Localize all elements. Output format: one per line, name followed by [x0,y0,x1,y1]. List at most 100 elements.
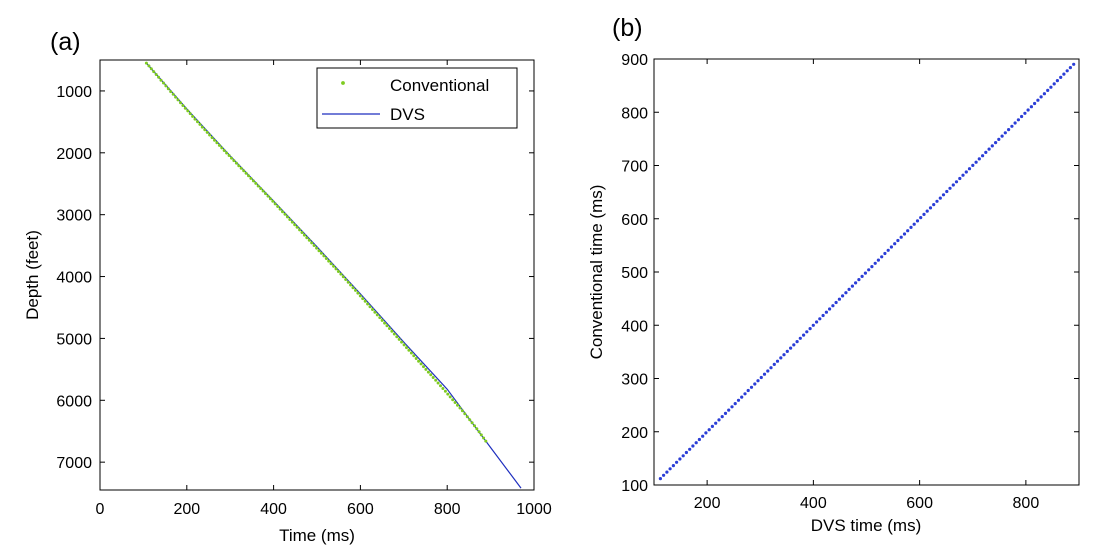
data-point [1033,101,1037,106]
data-point [1026,108,1030,112]
data-point [958,176,962,181]
data-point [1000,134,1004,138]
y-tick-label: 400 [621,318,648,335]
data-point [915,219,920,223]
data-point-conventional [242,169,246,173]
data-point-conventional [232,159,236,163]
data-point [1052,82,1056,86]
data-point-conventional [239,166,243,170]
data-point [860,274,864,278]
data-point [880,255,884,259]
data-point [782,353,786,357]
y-tick-label: 900 [621,52,648,69]
data-point-conventional [475,427,479,431]
data-point [704,431,708,435]
data-point-conventional [405,346,408,350]
data-point-conventional [159,78,163,82]
data-point-conventional [281,210,284,214]
data-point-conventional [334,267,338,271]
data-point-conventional [315,246,319,250]
data-point-conventional [259,187,263,190]
data-point [808,327,812,331]
data-point-conventional [451,398,455,402]
data-point-conventional [380,318,384,322]
y-tick-label: 1000 [56,84,92,101]
data-point [701,434,705,438]
data-point-conventional [436,381,440,385]
data-point [857,278,861,282]
data-point [967,167,972,171]
data-point-conventional [244,171,248,175]
data-point-conventional [346,280,350,284]
data-point-conventional [336,270,340,273]
data-point-conventional [439,384,442,388]
data-point-conventional [220,146,224,150]
data-point [710,424,715,428]
x-tick-label: 200 [173,501,200,518]
data-point [789,346,793,350]
data-point-conventional [222,149,226,152]
data-point-conventional [237,164,241,168]
data-point [1055,79,1059,83]
data-point [1039,95,1043,99]
data-point-conventional [373,310,377,314]
data-point [821,313,825,318]
chart-a: (a) 0 200 400 600 800 1000 1000 2000 3000 4000 50… [23,28,552,545]
data-point-conventional [166,87,170,91]
data-point-conventional [317,249,321,253]
data-point [847,287,851,291]
data-point-conventional [463,412,467,416]
data-point [1007,128,1011,132]
data-point [909,225,913,229]
data-point-conventional [412,354,416,358]
data-point [961,173,965,177]
data-point-conventional [477,430,481,434]
y-tick-label: 7000 [56,455,92,472]
data-point [802,333,806,337]
data-point [997,137,1001,141]
data-point-conventional [465,415,469,419]
data-point [902,232,907,236]
data-point [1020,114,1024,119]
data-point-conventional [407,348,411,352]
data-point [987,147,991,151]
data-point [922,212,926,216]
data-point-conventional [344,278,348,281]
data-point-conventional [453,401,457,404]
data-point-conventional [183,106,187,110]
data-point [697,437,702,442]
data-point-conventional [349,283,353,287]
data-point [912,222,916,226]
chart-b-y-ticks: 100 200 300 400 500 600 700 800 900 [621,52,1079,495]
y-tick-label: 700 [621,159,648,176]
data-point [769,366,773,370]
chart-a-y-axis-label: Depth (feet) [23,230,42,320]
data-point-conventional [310,241,314,245]
data-point-conventional [358,294,362,298]
data-point-conventional [208,133,212,137]
data-point [971,163,975,167]
data-point [665,470,669,474]
data-point [1003,131,1007,135]
data-point-conventional [210,136,214,140]
data-point [815,320,819,324]
data-point [818,317,822,321]
x-tick-label: 400 [260,501,287,518]
data-point-conventional [470,421,474,425]
data-point-conventional [414,357,418,360]
legend-marker-conventional [341,81,345,85]
data-point [984,150,988,154]
data-point [1049,85,1053,89]
data-point-conventional [363,299,367,303]
data-point-conventional [327,259,331,263]
data-point-conventional [392,332,396,336]
data-point-conventional [227,154,231,157]
data-point-conventional [154,73,158,76]
data-point [727,408,731,412]
data-point-conventional [203,128,207,132]
data-point [990,144,994,148]
x-tick-label: 800 [1013,495,1040,512]
data-point-conventional [271,199,275,203]
data-point [941,193,946,197]
data-point [867,268,871,272]
